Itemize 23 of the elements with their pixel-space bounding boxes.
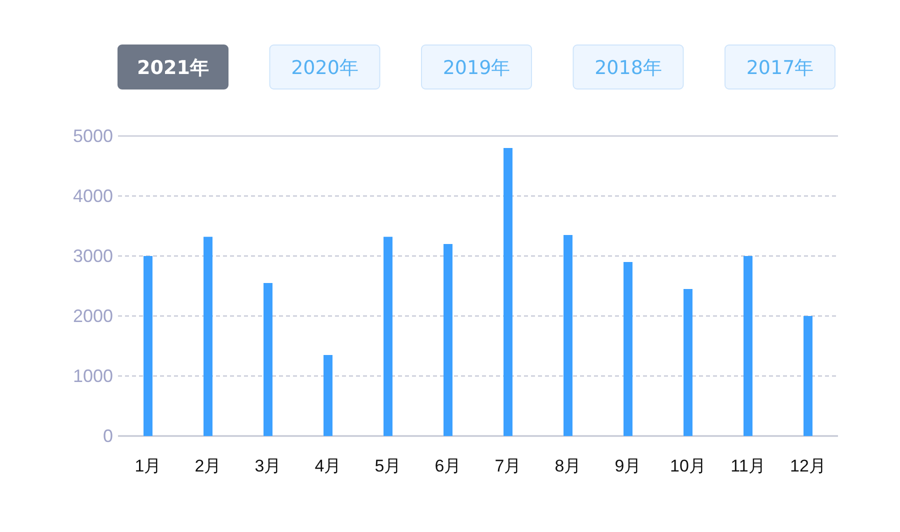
button: 2021年 [118, 44, 228, 90]
x-tick-label: 9月 [614, 456, 642, 476]
x-tick-label: 11月 [730, 456, 766, 476]
y-tick-label: 4000 [72, 186, 113, 206]
x-tick-label: 10月 [670, 456, 706, 476]
y-tick-label: 0 [102, 426, 113, 446]
button: 2020年 [269, 44, 380, 90]
y-tick-label: 1000 [72, 366, 113, 386]
x-tick-label: 2月 [194, 456, 222, 476]
x-tick-label: 12月 [790, 456, 826, 476]
y-tick-label: 2000 [72, 306, 113, 326]
x-tick-label: 8月 [554, 456, 582, 476]
x-tick-label: 6月 [434, 456, 462, 476]
x-tick-label: 3月 [254, 456, 282, 476]
y-tick-label: 5000 [72, 126, 113, 146]
button: 2018年 [572, 44, 684, 90]
x-tick-label: 4月 [314, 456, 342, 476]
button: 2019年 [421, 44, 532, 90]
x-tick-label: 1月 [134, 456, 162, 476]
x-tick-label: 5月 [374, 456, 402, 476]
y-tick-label: 3000 [72, 246, 113, 266]
button: 2017年 [724, 44, 836, 90]
x-tick-label: 7月 [494, 456, 522, 476]
